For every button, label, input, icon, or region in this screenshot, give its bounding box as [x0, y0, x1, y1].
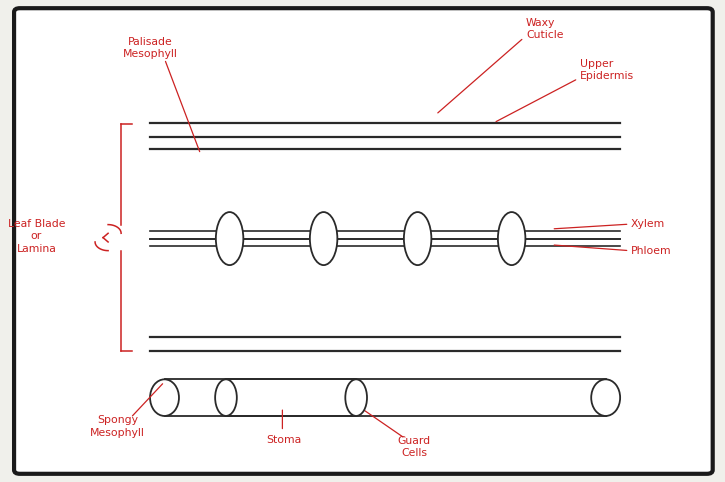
FancyBboxPatch shape	[14, 8, 713, 474]
Text: Xylem: Xylem	[631, 219, 666, 229]
Text: Phloem: Phloem	[631, 246, 671, 255]
Ellipse shape	[310, 212, 337, 265]
Text: Palisade
Mesophyll: Palisade Mesophyll	[123, 37, 178, 59]
Ellipse shape	[150, 379, 179, 416]
Text: Stoma: Stoma	[266, 435, 302, 444]
Text: Guard
Cells: Guard Cells	[397, 436, 431, 458]
Text: Spongy
Mesophyll: Spongy Mesophyll	[90, 415, 145, 438]
Ellipse shape	[345, 379, 367, 416]
Ellipse shape	[404, 212, 431, 265]
Text: Leaf Blade
or
Lamina: Leaf Blade or Lamina	[8, 219, 65, 254]
Ellipse shape	[216, 212, 244, 265]
Text: Waxy
Cuticle: Waxy Cuticle	[526, 18, 563, 40]
Ellipse shape	[591, 379, 620, 416]
Text: Upper
Epidermis: Upper Epidermis	[580, 59, 634, 81]
Ellipse shape	[215, 379, 237, 416]
Ellipse shape	[498, 212, 526, 265]
